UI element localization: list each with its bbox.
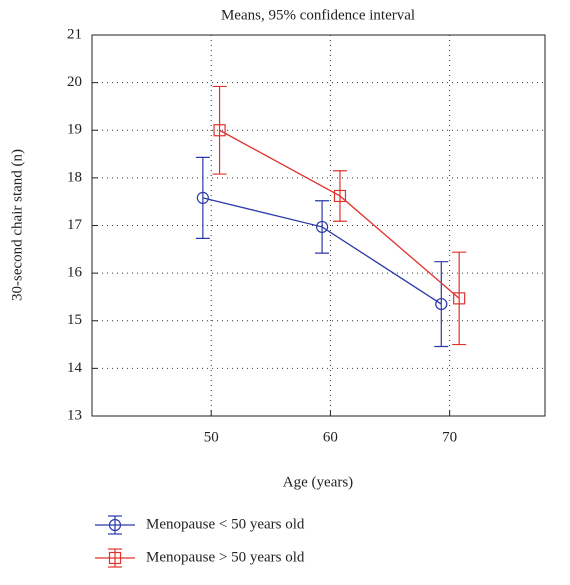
point xyxy=(333,189,347,203)
y-axis-label: 30-second chair stand (n) xyxy=(9,149,25,301)
y-tick-label: 19 xyxy=(67,122,82,138)
point xyxy=(435,297,448,311)
x-tick-label: 70 xyxy=(442,429,457,445)
x-axis-label: Age (years) xyxy=(283,474,353,490)
error-bar xyxy=(452,251,467,346)
point xyxy=(213,124,226,137)
y-tick-label: 17 xyxy=(67,217,83,233)
chart-title: Means, 95% confidence interval xyxy=(221,7,415,23)
error-bar xyxy=(212,85,227,175)
point xyxy=(196,191,209,204)
point xyxy=(315,220,329,234)
error-bar xyxy=(434,261,449,348)
y-tick-label: 15 xyxy=(67,312,82,328)
error-bar xyxy=(195,156,210,239)
y-tick-label: 18 xyxy=(67,169,82,185)
legend-marker xyxy=(108,518,122,532)
y-tick-label: 13 xyxy=(67,407,82,423)
error-bar xyxy=(332,170,347,222)
x-tick-label: 50 xyxy=(204,429,219,445)
y-tick-label: 21 xyxy=(67,26,82,42)
y-tick-label: 14 xyxy=(67,360,83,376)
y-tick-label: 20 xyxy=(67,74,82,90)
legend-label: Menopause > 50 years old xyxy=(146,549,305,565)
point xyxy=(453,292,466,305)
legend-label: Menopause < 50 years old xyxy=(146,516,305,532)
y-tick-label: 16 xyxy=(67,265,83,281)
x-tick-label: 60 xyxy=(323,429,338,445)
legend-marker xyxy=(108,551,122,565)
error-bar xyxy=(315,200,330,254)
